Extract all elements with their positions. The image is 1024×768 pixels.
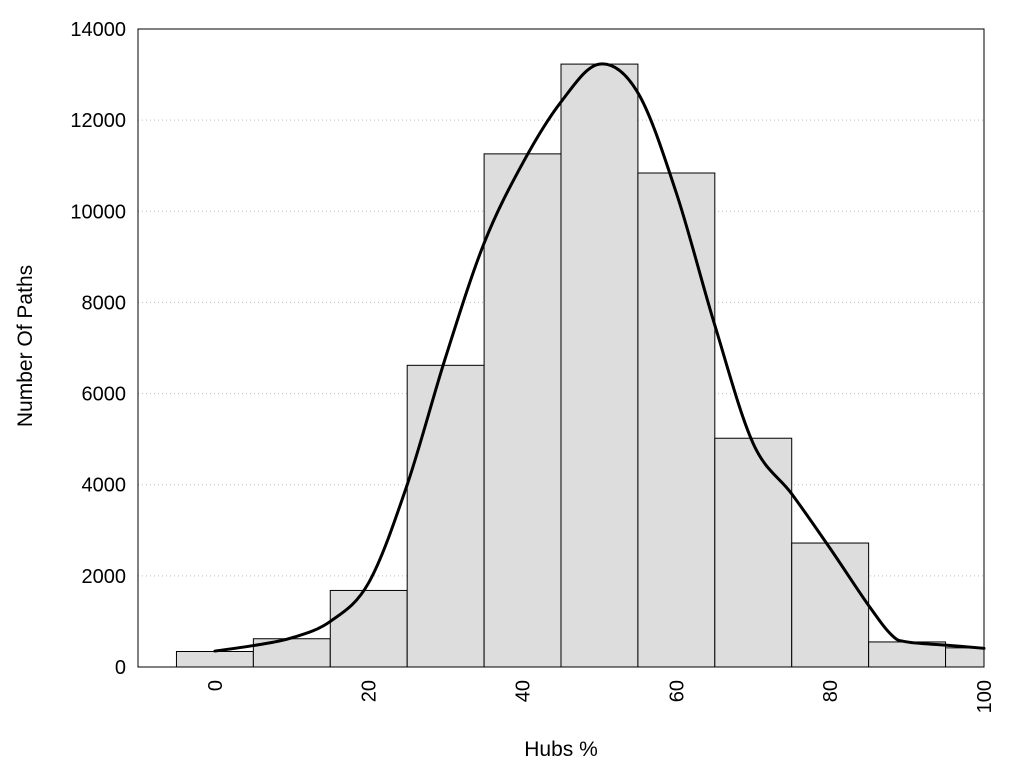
x-tick-label: 20 <box>359 680 381 702</box>
y-axis-ticks: 0 2000 4000 6000 8000 10000 12000 14000 <box>70 19 126 679</box>
x-axis-label: Hubs % <box>524 738 598 761</box>
x-tick-label: 60 <box>666 680 688 702</box>
y-tick-label: 12000 <box>70 110 126 132</box>
histogram-bar <box>560 63 639 668</box>
histogram-bar <box>945 647 985 668</box>
plot-frame <box>137 28 985 668</box>
histogram-bar <box>329 589 408 668</box>
x-tick-label: 100 <box>974 680 996 713</box>
y-tick-label: 4000 <box>82 475 127 497</box>
y-tick-label: 0 <box>115 657 126 679</box>
histogram-bars <box>175 63 985 668</box>
histogram-bar <box>175 651 254 668</box>
y-tick-label: 8000 <box>82 292 127 314</box>
histogram-bar <box>483 153 562 668</box>
y-tick-label: 6000 <box>82 384 127 406</box>
y-tick-label: 10000 <box>70 201 126 223</box>
density-curve <box>213 62 986 653</box>
y-tick-label: 14000 <box>70 19 126 41</box>
y-axis-label: Number Of Paths <box>14 265 37 427</box>
x-tick-label: 80 <box>820 680 842 702</box>
histogram-bar <box>406 364 485 668</box>
x-tick-label: 40 <box>513 680 535 702</box>
histogram-bar <box>714 437 793 668</box>
histogram-bar <box>791 542 870 668</box>
x-axis-ticks: 0 20 40 60 80 100 <box>205 680 996 713</box>
y-tick-label: 2000 <box>82 566 127 588</box>
x-tick-label: 0 <box>205 680 227 691</box>
histogram-bar <box>637 172 716 668</box>
